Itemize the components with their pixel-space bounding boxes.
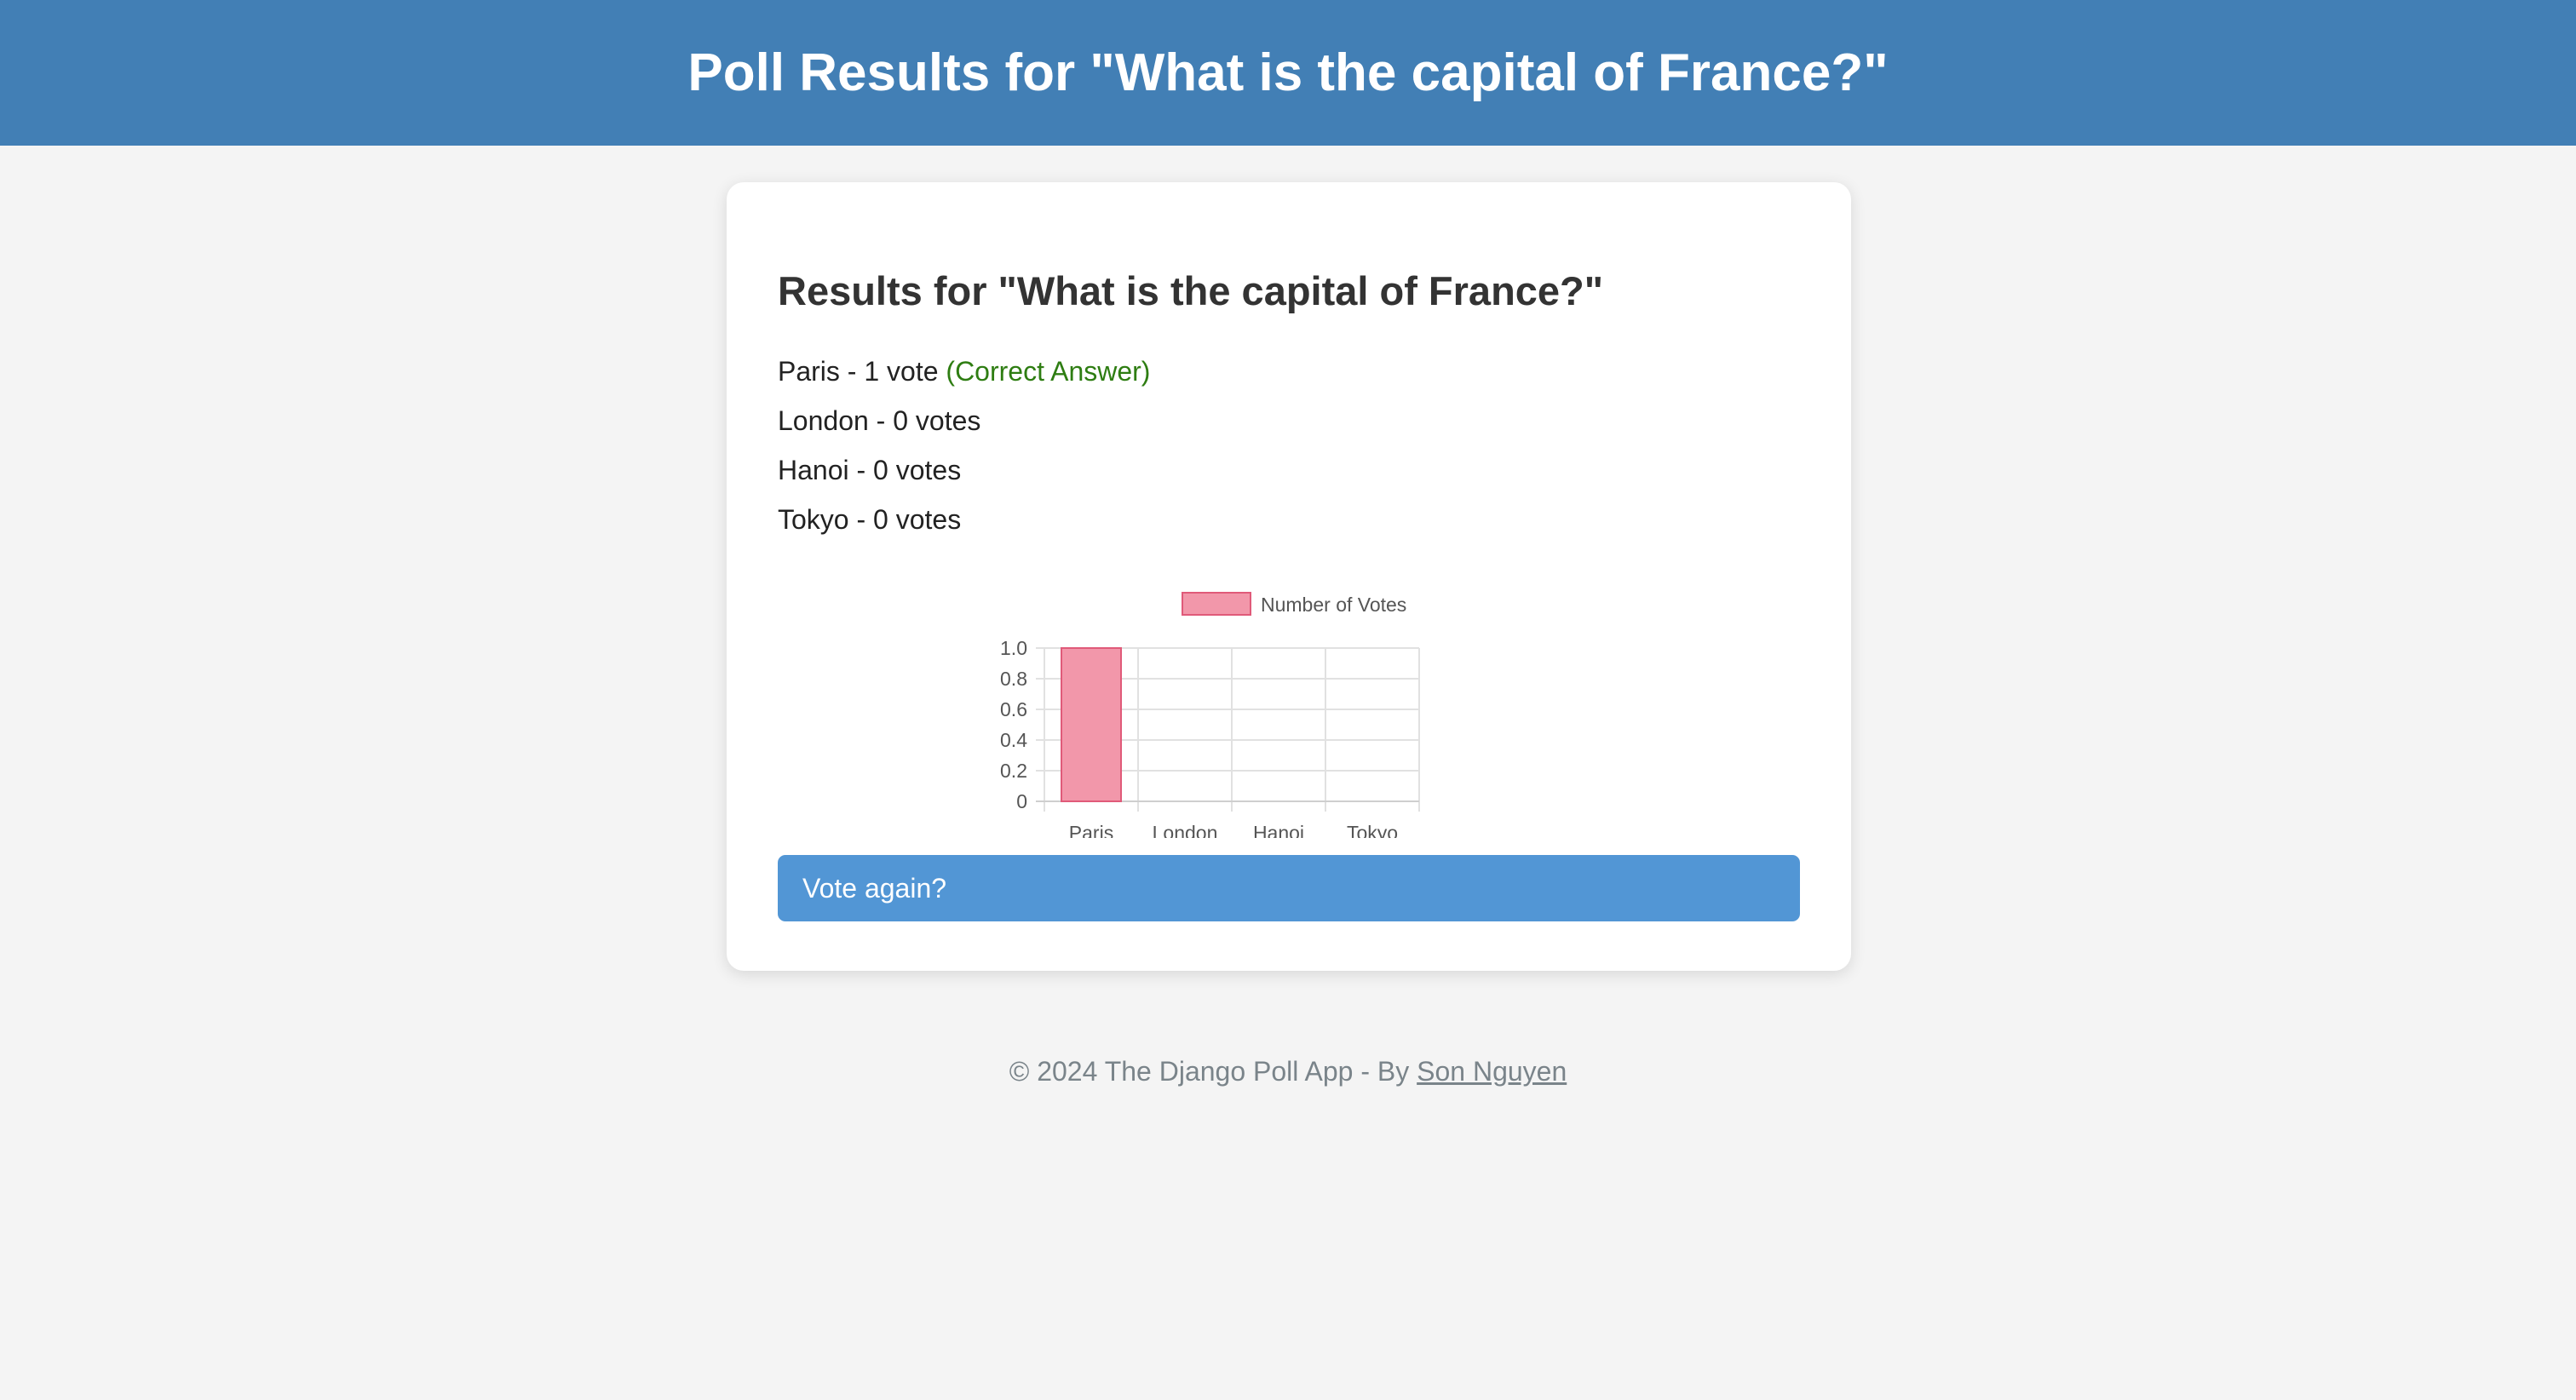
bar [1061,647,1122,802]
results-heading: Results for "What is the capital of Fran… [778,268,1604,313]
result-label: Paris - 1 vote [778,356,939,387]
y-tick-label: 0 [1016,790,1027,812]
result-item: Paris - 1 vote (Correct Answer) [778,347,1150,396]
page-title: Poll Results for "What is the capital of… [687,43,1889,102]
results-list: Paris - 1 vote (Correct Answer) London -… [778,347,1150,544]
x-tick-label: Hanoi [1253,822,1304,838]
legend-swatch [1182,592,1251,616]
result-item: Hanoi - 0 votes [778,445,1150,495]
y-tick-label: 0.6 [1000,698,1027,720]
x-tick-label: London [1153,822,1218,838]
y-tick-label: 0.8 [1000,668,1027,690]
footer: © 2024 The Django Poll App - By Son Nguy… [0,1056,2576,1087]
footer-text: © 2024 The Django Poll App - By [1009,1056,1417,1087]
author-link[interactable]: Son Nguyen [1417,1056,1567,1087]
page-header: Poll Results for "What is the capital of… [0,0,2576,146]
results-card: Results for "What is the capital of Fran… [727,182,1851,971]
y-tick-label: 0.4 [1000,729,1027,751]
result-label: Hanoi - 0 votes [778,455,962,485]
y-tick-label: 1.0 [1000,637,1027,659]
x-tick-label: Paris [1069,822,1113,838]
result-label: Tokyo - 0 votes [778,504,962,535]
vote-again-button[interactable]: Vote again? [778,855,1800,921]
correct-answer-note: (Correct Answer) [946,356,1151,387]
y-tick-label: 0.2 [1000,760,1027,782]
x-tick-label: Tokyo [1347,822,1398,838]
result-item: Tokyo - 0 votes [778,495,1150,544]
votes-bar-chart: 0 0.2 0.4 0.6 0.8 1.0 Paris London Hanoi Tokyo Num… [1000,592,1420,838]
legend-label: Number of Votes [1261,594,1406,616]
result-item: London - 0 votes [778,396,1150,445]
result-label: London - 0 votes [778,405,981,436]
